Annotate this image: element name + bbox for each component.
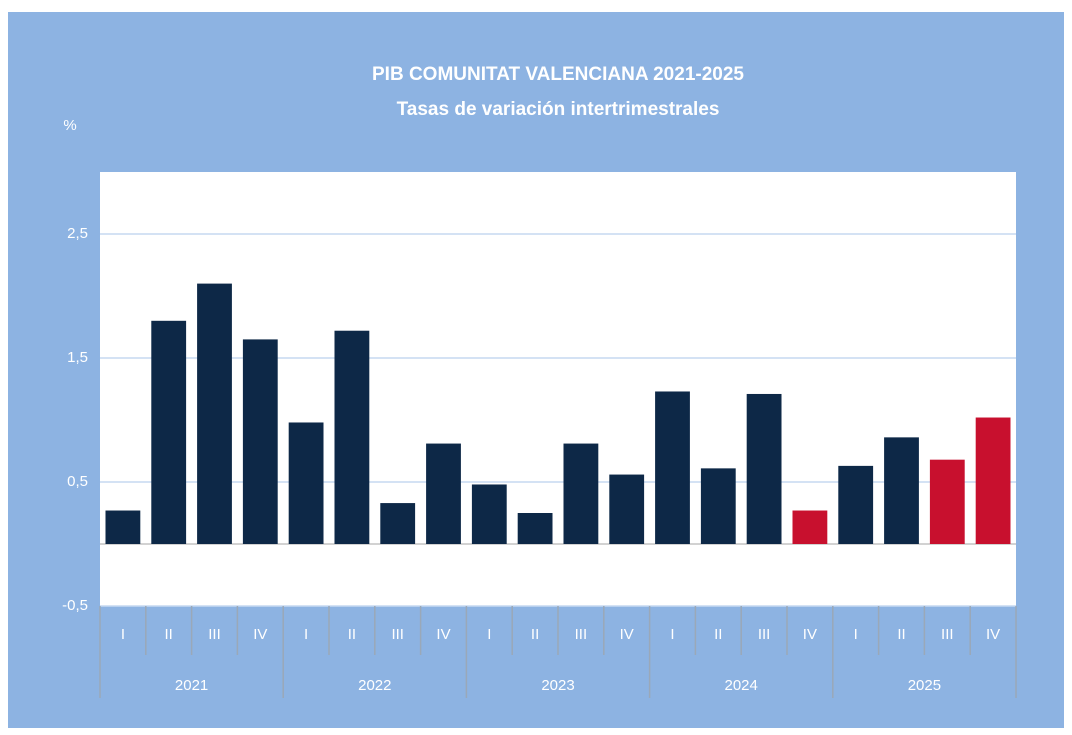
x-group-label: 2025 [908, 677, 941, 694]
bar [700, 468, 736, 544]
x-tick-label: I [854, 626, 858, 643]
x-group-label: 2023 [541, 677, 574, 694]
bar [838, 465, 874, 544]
bar [105, 510, 141, 544]
x-tick-label: II [897, 626, 905, 643]
y-axis-label: % [63, 117, 76, 134]
x-tick-label: II [714, 626, 722, 643]
x-tick-label: I [487, 626, 491, 643]
x-tick-label: II [348, 626, 356, 643]
plot-area [100, 172, 1016, 606]
bar [242, 339, 278, 544]
bar [563, 443, 599, 544]
y-tick-label: 2,5 [67, 225, 88, 242]
x-tick-label: III [941, 626, 954, 643]
x-tick-label: III [391, 626, 404, 643]
x-tick-label: II [165, 626, 173, 643]
chart-title: PIB COMUNITAT VALENCIANA 2021-2025 [372, 64, 744, 85]
x-tick-label: III [208, 626, 221, 643]
x-tick-label: III [758, 626, 771, 643]
bar [975, 417, 1011, 544]
x-tick-label: IV [803, 626, 817, 643]
bar [792, 510, 828, 544]
bar [884, 437, 919, 544]
bar [334, 330, 370, 544]
x-tick-label: IV [620, 626, 634, 643]
x-tick-label: I [121, 626, 125, 643]
x-group-label: 2022 [358, 677, 391, 694]
bar [609, 474, 645, 544]
bar [288, 422, 324, 544]
bar [746, 393, 782, 544]
y-tick-label: -0,5 [62, 597, 88, 614]
bar [197, 283, 232, 544]
bar [929, 459, 965, 544]
bar [517, 513, 553, 544]
x-tick-label: IV [986, 626, 1000, 643]
bar [471, 484, 507, 544]
bar [380, 503, 416, 544]
bar [426, 443, 461, 544]
x-tick-label: I [304, 626, 308, 643]
x-tick-label: IV [436, 626, 450, 643]
y-tick-label: 1,5 [67, 349, 88, 366]
x-group-label: 2021 [175, 677, 208, 694]
bar [655, 391, 690, 544]
x-tick-label: III [575, 626, 588, 643]
x-tick-label: II [531, 626, 539, 643]
y-tick-label: 0,5 [67, 473, 88, 490]
chart-subtitle: Tasas de variación intertrimestrales [397, 99, 720, 120]
x-tick-label: I [670, 626, 674, 643]
bar [151, 320, 187, 544]
x-tick-label: IV [253, 626, 267, 643]
x-group-label: 2024 [725, 677, 758, 694]
